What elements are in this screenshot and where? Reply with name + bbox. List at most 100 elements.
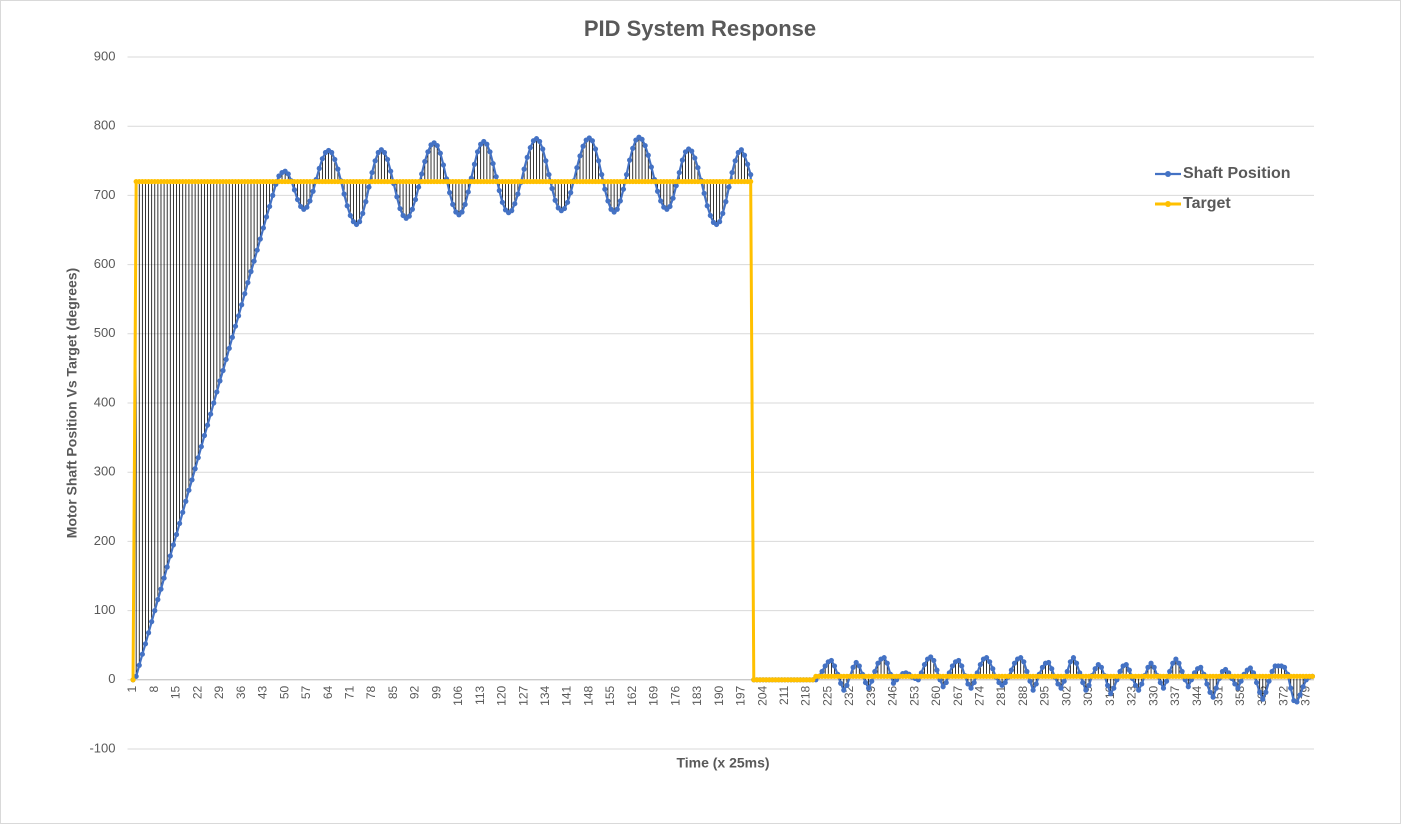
data-point: [1247, 665, 1253, 671]
data-point: [968, 685, 974, 691]
data-point: [744, 161, 751, 167]
data-point: [363, 199, 369, 205]
x-tick-label: 64: [321, 685, 335, 699]
data-point: [335, 166, 341, 172]
data-point: [1148, 660, 1154, 666]
data-point: [521, 166, 527, 172]
x-tick-label: 197: [734, 685, 748, 705]
data-point: [1288, 685, 1294, 691]
data-point: [394, 194, 400, 200]
data-point: [242, 291, 248, 297]
x-tick-label: 372: [1277, 685, 1291, 705]
data-point: [260, 225, 267, 231]
data-point: [136, 662, 142, 668]
data-point: [254, 247, 260, 253]
x-tick-label: 358: [1233, 685, 1247, 705]
series: [130, 178, 1316, 683]
data-point: [447, 190, 453, 196]
y-tick-label: 900: [94, 48, 116, 63]
y-tick-label: 600: [94, 256, 116, 271]
y-tick-label: 300: [94, 464, 116, 479]
data-point: [1080, 679, 1086, 686]
data-point: [822, 663, 828, 669]
data-point: [527, 145, 533, 151]
legend-label: Shaft Position: [1183, 165, 1291, 182]
data-point: [1018, 655, 1024, 661]
data-point: [934, 667, 940, 673]
data-point: [211, 400, 217, 406]
data-point: [263, 214, 270, 220]
data-point: [1002, 679, 1008, 686]
data-point: [357, 219, 363, 225]
data-point: [552, 197, 558, 203]
y-tick-label: 0: [108, 671, 115, 686]
data-point: [130, 677, 136, 683]
x-tick-label: 295: [1038, 685, 1052, 705]
x-tick-label: 22: [190, 685, 204, 699]
data-point: [1145, 664, 1151, 670]
data-point: [642, 142, 648, 149]
x-tick-label: 239: [864, 685, 878, 705]
data-point: [1266, 678, 1272, 684]
data-point: [707, 212, 713, 219]
data-point: [251, 258, 257, 264]
data-point: [1132, 682, 1139, 688]
data-point: [1123, 661, 1129, 668]
data-point: [720, 210, 726, 216]
x-tick-label: 330: [1146, 685, 1160, 705]
data-point: [1030, 687, 1036, 693]
data-point: [440, 162, 447, 168]
data-point: [245, 279, 251, 286]
data-point: [977, 661, 983, 668]
x-tick-label: 29: [212, 685, 226, 699]
data-point: [620, 186, 627, 192]
data-point: [1126, 667, 1132, 673]
data-point: [1033, 681, 1039, 687]
data-point: [1055, 681, 1061, 687]
y-tick-label: 200: [94, 533, 116, 548]
data-point: [406, 213, 412, 219]
data-point: [226, 345, 232, 351]
data-point: [627, 157, 633, 163]
data-point: [1207, 689, 1213, 695]
data-point: [1294, 699, 1300, 705]
x-tick-label: 36: [234, 685, 248, 699]
data-point: [341, 191, 347, 197]
data-point: [270, 192, 276, 198]
data-point: [369, 169, 375, 176]
data-point: [943, 679, 949, 686]
data-point: [1170, 660, 1176, 666]
data-point: [248, 268, 254, 275]
data-point: [487, 149, 493, 155]
data-point: [1046, 659, 1052, 666]
data-point: [170, 542, 176, 548]
data-point: [971, 679, 977, 686]
data-point: [173, 531, 180, 538]
data-point: [524, 154, 530, 160]
data-point: [186, 487, 192, 493]
data-point: [602, 186, 608, 192]
data-point: [623, 172, 630, 178]
data-point: [1021, 659, 1027, 665]
data-point: [388, 168, 394, 174]
data-point: [161, 575, 167, 581]
chart-title: PID System Response: [584, 16, 816, 41]
data-point: [605, 198, 611, 204]
x-tick-label: 204: [755, 685, 769, 705]
x-tick-label: 169: [647, 685, 661, 705]
data-point: [1297, 692, 1303, 698]
x-tick-label: 337: [1168, 685, 1182, 705]
data-point: [546, 172, 552, 178]
data-point: [347, 212, 353, 219]
y-tick-label: -100: [89, 740, 115, 755]
data-point: [304, 204, 310, 210]
x-tick-label: 155: [603, 685, 617, 705]
data-point: [990, 666, 996, 672]
x-tick-label: 50: [277, 685, 291, 699]
data-point: [1210, 694, 1216, 700]
data-point: [1269, 668, 1275, 675]
data-point: [1173, 656, 1179, 662]
data-point: [537, 138, 543, 145]
